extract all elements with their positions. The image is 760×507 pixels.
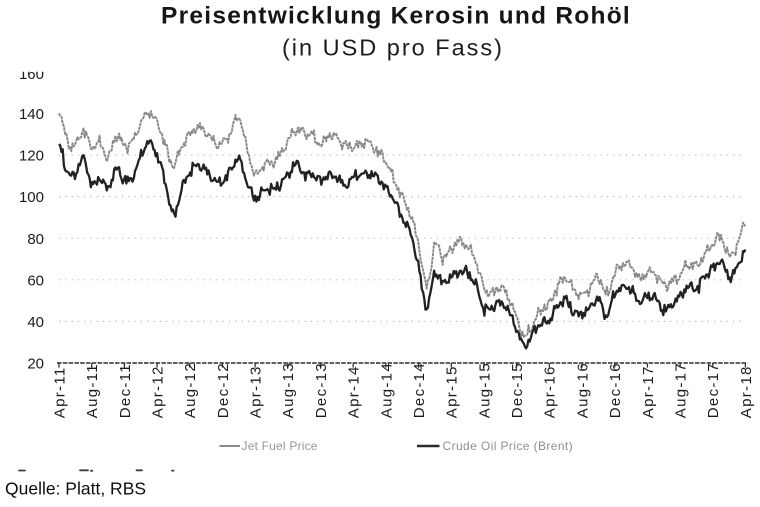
svg-text:Aug-17: Aug-17 — [673, 362, 690, 418]
svg-text:Dec-13: Dec-13 — [313, 362, 330, 418]
svg-text:Apr-13: Apr-13 — [248, 365, 265, 418]
svg-text:Dec-14: Dec-14 — [411, 362, 428, 418]
svg-text:Aug-11: Aug-11 — [84, 363, 101, 418]
svg-text:Jet Fuel Price: Jet Fuel Price — [242, 439, 318, 453]
svg-text:80: 80 — [27, 231, 44, 248]
svg-text:Dec-16: Dec-16 — [607, 362, 624, 418]
svg-text:Aug-14: Aug-14 — [378, 362, 395, 418]
svg-text:100: 100 — [19, 189, 44, 206]
svg-text:120: 120 — [19, 148, 44, 165]
svg-text:Dec-11: Dec-11 — [117, 363, 134, 418]
svg-text:Apr-16: Apr-16 — [542, 365, 559, 418]
svg-text:20: 20 — [27, 356, 44, 373]
svg-text:60: 60 — [27, 272, 44, 289]
svg-text:(in USD pro Fass): (in USD pro Fass) — [282, 35, 504, 61]
svg-text:Apr-12: Apr-12 — [150, 365, 167, 418]
svg-text:Apr-18: Apr-18 — [738, 365, 755, 418]
svg-text:Apr-15: Apr-15 — [444, 365, 461, 418]
svg-text:Dec-17: Dec-17 — [705, 362, 722, 418]
svg-text:Apr-14: Apr-14 — [346, 365, 363, 418]
svg-text:Aug-16: Aug-16 — [574, 362, 591, 418]
svg-text:40: 40 — [27, 314, 44, 331]
svg-text:140: 140 — [19, 106, 44, 123]
svg-text:Quelle: Platt, RBS: Quelle: Platt, RBS — [5, 479, 146, 499]
svg-text:160: 160 — [19, 66, 44, 83]
svg-text:Preisentwicklung Kerosin und R: Preisentwicklung Kerosin und Rohöl — [161, 3, 631, 30]
svg-text:Aug-15: Aug-15 — [476, 362, 493, 418]
svg-text:Apr-11: Apr-11 — [51, 366, 68, 418]
svg-text:Crude Oil Price (Brent): Crude Oil Price (Brent) — [443, 439, 574, 453]
svg-text:Aug-12: Aug-12 — [182, 362, 199, 418]
svg-text:Dec-12: Dec-12 — [215, 362, 232, 418]
svg-text:Dec-15: Dec-15 — [509, 362, 526, 418]
svg-text:Aug-13: Aug-13 — [280, 362, 297, 418]
svg-text:Apr-17: Apr-17 — [640, 365, 657, 418]
